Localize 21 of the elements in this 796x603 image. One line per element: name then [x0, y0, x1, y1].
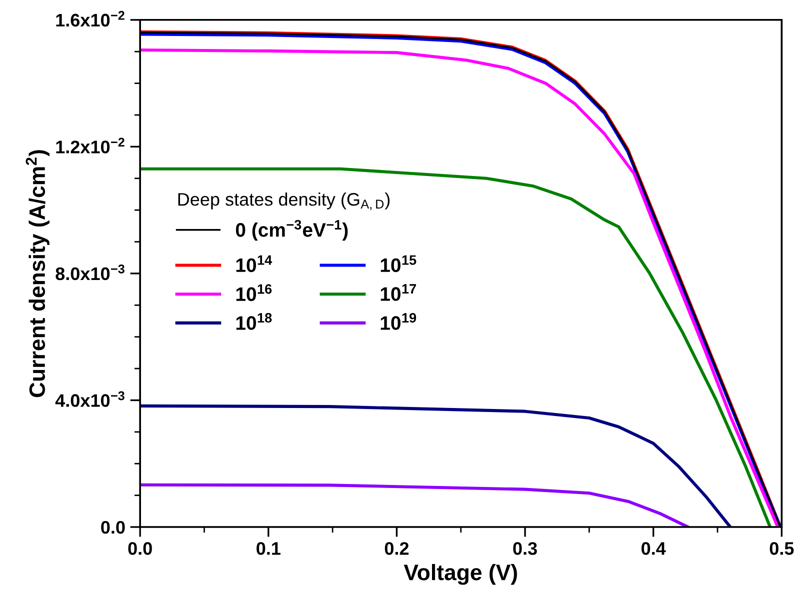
- x-tick-label: 0.2: [384, 542, 409, 555]
- x-tick-label: 0.4: [642, 542, 666, 555]
- legend-label: 10$^{15}$: [380, 255, 416, 272]
- legend-label: 10$^{14}$: [236, 255, 272, 272]
- x-tick-label: 0.5: [770, 542, 794, 555]
- x-axis-title: Voltage (V): [404, 564, 517, 585]
- legend-label: 10$^{18}$: [236, 313, 272, 330]
- y-tick-label: 1.6x10$^{−2}$: [56, 10, 124, 27]
- legend-label: 10$^{19}$: [380, 313, 416, 330]
- legend-label: 0 (cm$^{−3}$eV$^{−1}$): [236, 220, 348, 241]
- legend-label: 10$^{16}$: [236, 284, 272, 302]
- y-tick-label: 0.0: [101, 520, 125, 534]
- y-tick-label: 4.0x10$^{−3}$: [55, 391, 124, 407]
- x-tick-label: 0.3: [513, 542, 537, 555]
- legend-label: 10$^{17}$: [380, 284, 416, 301]
- y-axis-title: Current density (A/cm$^{2}$): [26, 150, 50, 398]
- y-tick-label: 1.2x10$^{−2}$: [56, 138, 124, 154]
- legend-title: Deep states density (G$_{A,D}$): [178, 192, 390, 210]
- y-tick-label: 8.0x10$^{−3}$: [56, 264, 124, 280]
- x-tick-label: 0.0: [128, 542, 152, 555]
- x-tick-label: 0.1: [256, 542, 280, 555]
